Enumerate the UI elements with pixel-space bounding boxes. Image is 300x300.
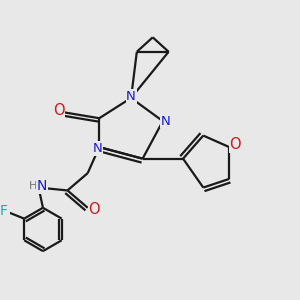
Text: F: F — [0, 204, 8, 218]
Text: N: N — [126, 90, 136, 103]
Text: O: O — [229, 137, 241, 152]
Text: N: N — [93, 142, 103, 155]
Text: H: H — [29, 181, 38, 191]
Text: O: O — [53, 103, 64, 118]
Text: N: N — [37, 179, 47, 193]
Text: O: O — [88, 202, 100, 217]
Text: N: N — [161, 115, 171, 128]
